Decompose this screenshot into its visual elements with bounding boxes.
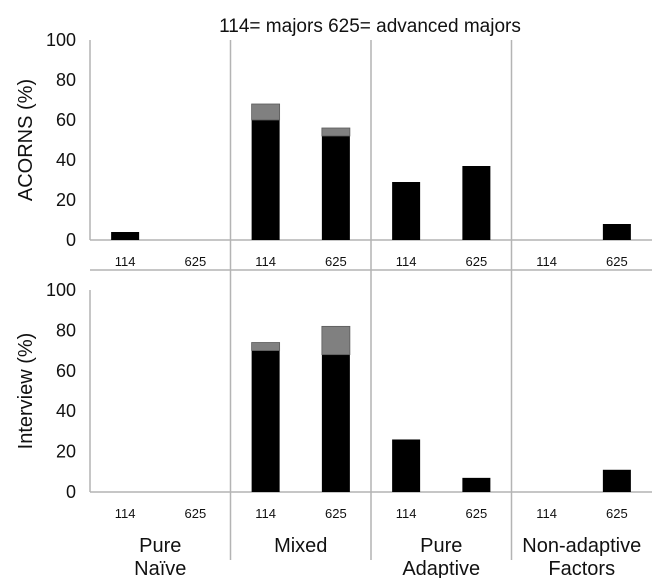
y-tick-label: 20 bbox=[56, 442, 76, 462]
group-label: Pure bbox=[139, 535, 181, 557]
group-label: Naïve bbox=[134, 558, 186, 578]
bar-segment-black bbox=[392, 182, 421, 240]
bar-segment-black bbox=[321, 354, 350, 492]
bar-segment-black bbox=[251, 120, 280, 240]
bar-segment-black bbox=[462, 477, 491, 492]
group-label: Factors bbox=[548, 558, 615, 578]
x-tick-label: 114 bbox=[536, 254, 557, 269]
bar-segment-black bbox=[602, 224, 631, 240]
y-tick-label: 0 bbox=[66, 482, 76, 502]
labels: 0 20 40 60 80 100 ACORNS (%) 114 625 114 625 114 625… bbox=[15, 30, 641, 578]
y-tick-label: 60 bbox=[56, 361, 76, 381]
x-tick-label: 625 bbox=[466, 254, 488, 269]
y-axis-label: Interview (%) bbox=[15, 333, 37, 450]
axes bbox=[89, 40, 652, 493]
y-tick-label: 80 bbox=[56, 320, 76, 340]
bar-segment-black bbox=[602, 469, 631, 492]
x-tick-label: 114 bbox=[115, 506, 136, 521]
bar-segment-black bbox=[392, 439, 421, 492]
y-tick-label: 60 bbox=[56, 110, 76, 130]
bar-segment-gray bbox=[251, 342, 281, 351]
bar-segment-gray bbox=[251, 103, 281, 121]
x-tick-label: 625 bbox=[325, 506, 347, 521]
bar-segment-gray bbox=[321, 325, 351, 356]
x-tick-label: 114 bbox=[115, 254, 136, 269]
x-tick-label: 625 bbox=[185, 254, 207, 269]
y-tick-label: 40 bbox=[56, 150, 76, 170]
x-tick-label: 114 bbox=[396, 506, 417, 521]
x-tick-label: 625 bbox=[606, 254, 628, 269]
x-tick-label: 625 bbox=[325, 254, 347, 269]
x-tick-label: 625 bbox=[185, 506, 207, 521]
chart-title: 114= majors 625= advanced majors bbox=[219, 16, 521, 37]
x-tick-label: 114 bbox=[255, 506, 276, 521]
bar-segment-black bbox=[111, 232, 140, 240]
x-tick-label: 114 bbox=[396, 254, 417, 269]
y-tick-label: 100 bbox=[46, 280, 76, 300]
y-tick-label: 0 bbox=[66, 230, 76, 250]
x-tick-label: 625 bbox=[466, 506, 488, 521]
x-tick-label: 625 bbox=[606, 506, 628, 521]
bar-segment-black bbox=[462, 166, 491, 240]
group-dividers bbox=[90, 40, 652, 560]
y-axis-label: ACORNS (%) bbox=[15, 79, 37, 201]
group-label: Pure bbox=[420, 535, 462, 557]
x-tick-label: 114 bbox=[255, 254, 276, 269]
x-tick-label: 114 bbox=[536, 506, 557, 521]
y-tick-label: 20 bbox=[56, 190, 76, 210]
group-label: Mixed bbox=[274, 535, 327, 557]
group-label: Adaptive bbox=[402, 558, 480, 578]
bar-segment-gray bbox=[321, 127, 351, 137]
group-label: Non-adaptive bbox=[522, 535, 641, 557]
y-tick-label: 80 bbox=[56, 70, 76, 90]
y-tick-label: 100 bbox=[46, 30, 76, 50]
bars bbox=[111, 103, 631, 492]
bar-segment-black bbox=[321, 136, 350, 240]
y-tick-label: 40 bbox=[56, 401, 76, 421]
bar-segment-black bbox=[251, 350, 280, 492]
